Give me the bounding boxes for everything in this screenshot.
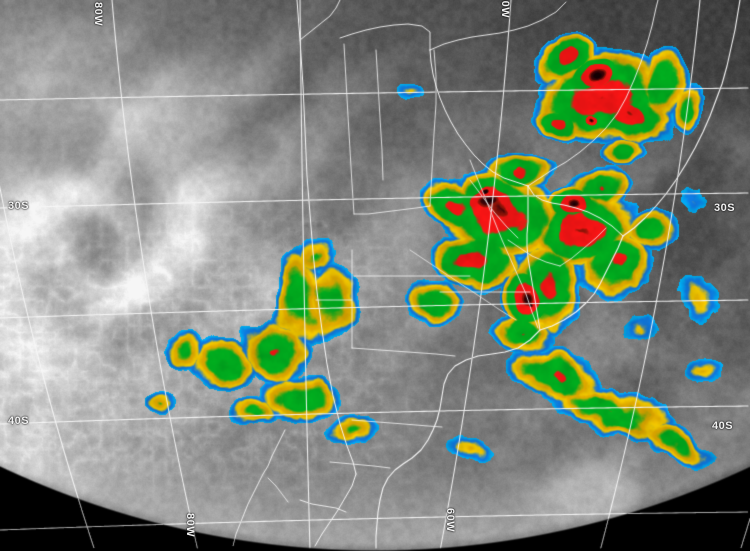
infrared-satellite-image bbox=[0, 0, 750, 551]
satellite-image-viewport: 30S 30S 40S 40S 80W 60W 80W 60W bbox=[0, 0, 750, 551]
